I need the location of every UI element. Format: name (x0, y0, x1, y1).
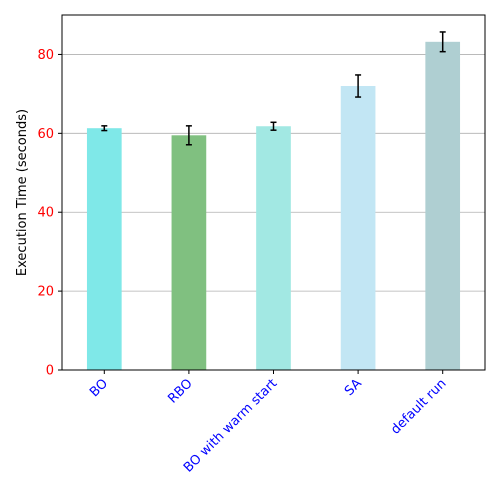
bars (86, 41, 461, 370)
x-tick-label: RBO (165, 376, 195, 406)
y-tick-label: 0 (46, 364, 54, 379)
bar (425, 41, 461, 370)
y-tick-label: 40 (37, 206, 54, 221)
bar (171, 135, 207, 370)
y-ticks: 0 20 40 60 80 (37, 48, 62, 379)
y-tick-label: 80 (37, 48, 54, 63)
bar (256, 126, 291, 370)
y-tick-label: 20 (37, 285, 54, 300)
x-tick-label: BO (87, 376, 111, 400)
bar (86, 128, 122, 370)
x-tick-label: BO with warm start (181, 376, 280, 475)
x-tick-label: SA (342, 376, 365, 399)
bar (340, 86, 376, 370)
y-axis-label: Execution Time (seconds) (15, 109, 30, 276)
error-bars (101, 31, 446, 146)
y-tick-label: 60 (37, 127, 54, 142)
x-tick-label: default run (388, 376, 449, 437)
